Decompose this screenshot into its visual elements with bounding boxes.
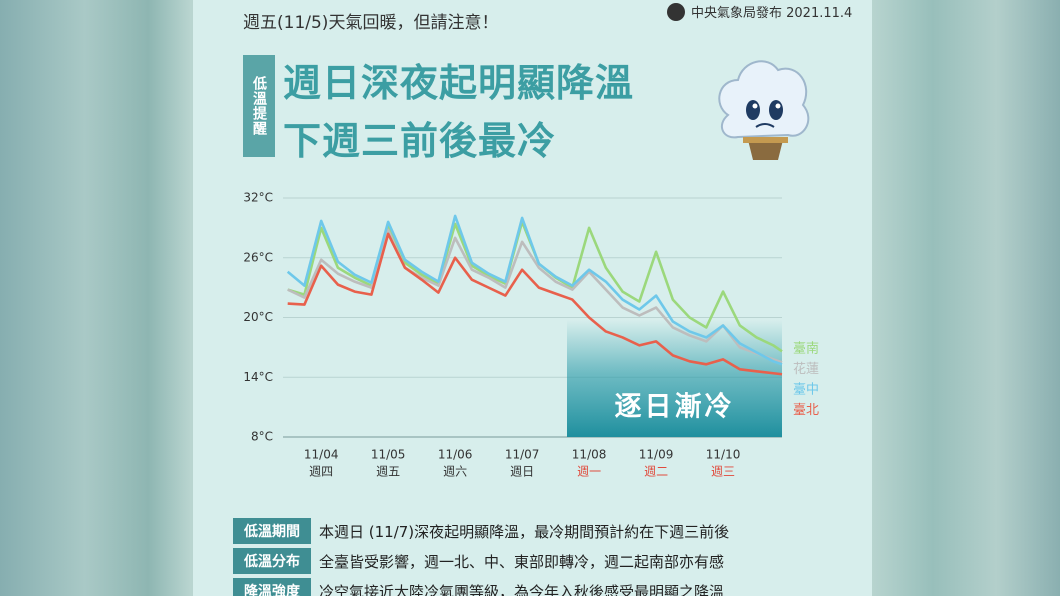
x-sublabel: 週三 bbox=[711, 465, 735, 479]
x-tick-label: 11/10 bbox=[706, 448, 741, 462]
x-sublabel: 週日 bbox=[510, 465, 534, 479]
x-tick-label: 11/06 bbox=[438, 448, 473, 462]
y-tick-label: 26°C bbox=[243, 250, 273, 264]
series-line bbox=[286, 214, 783, 366]
series-line bbox=[287, 232, 783, 376]
x-tick-label: 11/09 bbox=[639, 448, 674, 462]
panel: 週五(11/5)天氣回暖，但請注意！ 中央氣象局發布 2021.11.4 低溫提… bbox=[193, 0, 872, 596]
legend-label: 臺中 bbox=[793, 383, 819, 398]
row-label: 降溫強度 bbox=[233, 578, 311, 596]
x-sublabel: 週一 bbox=[577, 465, 601, 479]
series-line bbox=[287, 228, 783, 364]
annotation: 逐日漸冷 bbox=[615, 392, 735, 423]
logo bbox=[667, 2, 685, 21]
legend-label: 花蓮 bbox=[793, 361, 819, 377]
legend-label: 臺南 bbox=[793, 341, 819, 357]
x-tick-label: 11/08 bbox=[572, 448, 607, 462]
annotation-box bbox=[567, 320, 782, 437]
x-sublabel: 週五 bbox=[376, 465, 400, 479]
row-label: 低溫分布 bbox=[233, 548, 311, 574]
y-tick-label: 14°C bbox=[243, 370, 273, 384]
mascot bbox=[718, 60, 810, 160]
y-tick-label: 8°C bbox=[251, 430, 273, 444]
publisher-text: 中央氣象局發布 2021.11.4 bbox=[691, 6, 853, 21]
x-sublabel: 週四 bbox=[309, 465, 333, 479]
x-sublabel: 週二 bbox=[644, 465, 668, 479]
row-text: 冷空氣接近大陸冷氣團等級，為今年入秋後感受最明顯之降溫 bbox=[319, 582, 725, 596]
publisher: 中央氣象局發布 2021.11.4 bbox=[667, 2, 852, 21]
tag: 低溫提醒 bbox=[243, 55, 275, 157]
x-tick-label: 11/07 bbox=[505, 448, 540, 462]
table-row: 降溫強度 冷空氣接近大陸冷氣團等級，為今年入秋後感受最明顯之降溫 bbox=[233, 578, 724, 596]
chart: 8°C 14°C 20°C 26°C 32°C 逐日漸冷 11/04 週四 11/05 週五 11/… bbox=[243, 191, 819, 479]
row-text: 本週日 (11/7)深夜起明顯降溫，最冷期間預計約在下週三前後 bbox=[319, 522, 730, 541]
table-row: 低溫期間 本週日 (11/7)深夜起明顯降溫，最冷期間預計約在下週三前後 bbox=[233, 518, 729, 544]
y-tick-label: 20°C bbox=[243, 310, 273, 324]
y-tick-label: 32°C bbox=[243, 191, 273, 205]
row-label: 低溫期間 bbox=[233, 518, 311, 544]
row-text: 全臺皆受影響，週一北、中、東部即轉冷，週二起南部亦有感 bbox=[319, 552, 725, 571]
title-line: 週日深夜起明顯降溫 bbox=[283, 61, 635, 105]
x-tick-label: 11/04 bbox=[304, 448, 339, 462]
title-line: 下週三前後最冷 bbox=[283, 119, 557, 163]
legend-label: 臺北 bbox=[793, 403, 819, 418]
x-sublabel: 週六 bbox=[443, 465, 467, 479]
table-row: 低溫分布 全臺皆受影響，週一北、中、東部即轉冷，週二起南部亦有感 bbox=[233, 548, 724, 574]
x-tick-label: 11/05 bbox=[371, 448, 406, 462]
subtitle: 週五(11/5)天氣回暖，但請注意！ bbox=[243, 13, 499, 33]
